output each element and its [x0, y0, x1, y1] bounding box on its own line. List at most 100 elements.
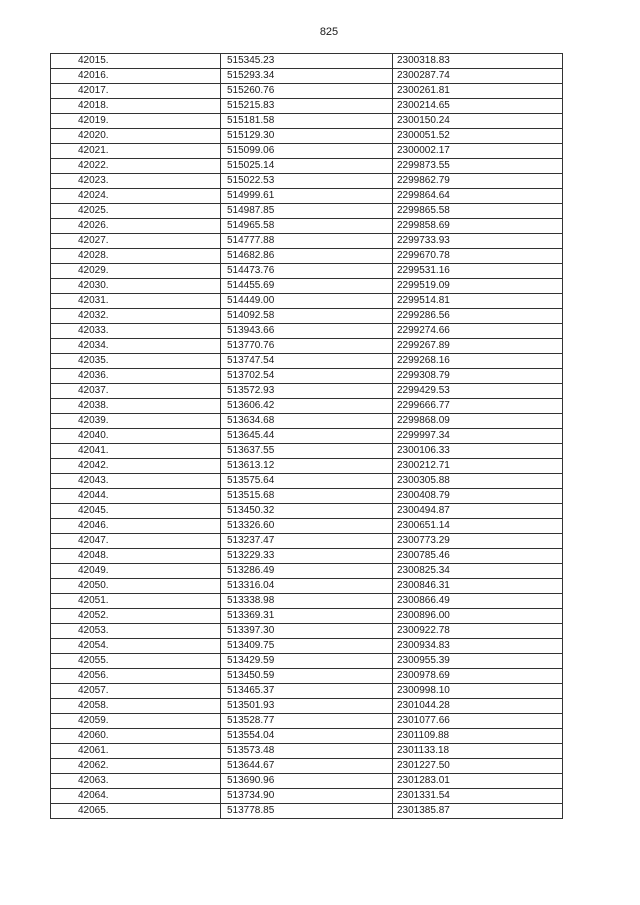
x-coordinate-cell: 513369.31 [220, 608, 393, 624]
x-coordinate-cell: 513645.44 [220, 428, 393, 444]
table-row: 42056. 513450.59 2300978.69 [50, 668, 563, 684]
point-number-cell: 42029. [50, 263, 221, 279]
y-coordinate-cell: 2300106.33 [392, 443, 563, 459]
point-number-cell: 42035. [50, 353, 221, 369]
y-coordinate-cell: 2300494.87 [392, 503, 563, 519]
x-coordinate-cell: 513326.60 [220, 518, 393, 534]
x-coordinate-cell: 513409.75 [220, 638, 393, 654]
x-coordinate-cell: 513575.64 [220, 473, 393, 489]
table-row: 42048. 513229.33 2300785.46 [50, 548, 563, 564]
point-number-cell: 42056. [50, 668, 221, 684]
y-coordinate-cell: 2300002.17 [392, 143, 563, 159]
x-coordinate-cell: 513747.54 [220, 353, 393, 369]
point-number-cell: 42065. [50, 803, 221, 819]
table-row: 42060. 513554.04 2301109.88 [50, 728, 563, 744]
point-number-cell: 42024. [50, 188, 221, 204]
x-coordinate-cell: 513554.04 [220, 728, 393, 744]
x-coordinate-cell: 515215.83 [220, 98, 393, 114]
point-number-cell: 42044. [50, 488, 221, 504]
point-number-cell: 42030. [50, 278, 221, 294]
y-coordinate-cell: 2300305.88 [392, 473, 563, 489]
y-coordinate-cell: 2300261.81 [392, 83, 563, 99]
table-row: 42051. 513338.98 2300866.49 [50, 593, 563, 609]
y-coordinate-cell: 2300866.49 [392, 593, 563, 609]
x-coordinate-cell: 513450.32 [220, 503, 393, 519]
point-number-cell: 42016. [50, 68, 221, 84]
point-number-cell: 42052. [50, 608, 221, 624]
x-coordinate-cell: 513634.68 [220, 413, 393, 429]
y-coordinate-cell: 2299868.09 [392, 413, 563, 429]
point-number-cell: 42032. [50, 308, 221, 324]
table-row: 42021. 515099.06 2300002.17 [50, 143, 563, 159]
table-body: 42015. 515345.23 2300318.83 42016. 515293.34… [50, 53, 563, 819]
y-coordinate-cell: 2299858.69 [392, 218, 563, 234]
point-number-cell: 42023. [50, 173, 221, 189]
point-number-cell: 42054. [50, 638, 221, 654]
x-coordinate-cell: 515260.76 [220, 83, 393, 99]
table-row: 42054. 513409.75 2300934.83 [50, 638, 563, 654]
point-number-cell: 42028. [50, 248, 221, 264]
y-coordinate-cell: 2299873.55 [392, 158, 563, 174]
point-number-cell: 42026. [50, 218, 221, 234]
table-row: 42024. 514999.61 2299864.64 [50, 188, 563, 204]
x-coordinate-cell: 514965.58 [220, 218, 393, 234]
y-coordinate-cell: 2299429.53 [392, 383, 563, 399]
point-number-cell: 42039. [50, 413, 221, 429]
y-coordinate-cell: 2300922.78 [392, 623, 563, 639]
x-coordinate-cell: 513770.76 [220, 338, 393, 354]
y-coordinate-cell: 2299864.64 [392, 188, 563, 204]
x-coordinate-cell: 513286.49 [220, 563, 393, 579]
point-number-cell: 42064. [50, 788, 221, 804]
y-coordinate-cell: 2300846.31 [392, 578, 563, 594]
y-coordinate-cell: 2300785.46 [392, 548, 563, 564]
y-coordinate-cell: 2300998.10 [392, 683, 563, 699]
x-coordinate-cell: 514455.69 [220, 278, 393, 294]
table-row: 42044. 513515.68 2300408.79 [50, 488, 563, 504]
point-number-cell: 42021. [50, 143, 221, 159]
x-coordinate-cell: 515129.30 [220, 128, 393, 144]
table-row: 42023. 515022.53 2299862.79 [50, 173, 563, 189]
y-coordinate-cell: 2299268.16 [392, 353, 563, 369]
y-coordinate-cell: 2301385.87 [392, 803, 563, 819]
point-number-cell: 42020. [50, 128, 221, 144]
table-row: 42016. 515293.34 2300287.74 [50, 68, 563, 84]
table-row: 42050. 513316.04 2300846.31 [50, 578, 563, 594]
table-row: 42042. 513613.12 2300212.71 [50, 458, 563, 474]
y-coordinate-cell: 2301133.18 [392, 743, 563, 759]
point-number-cell: 42036. [50, 368, 221, 384]
table-row: 42052. 513369.31 2300896.00 [50, 608, 563, 624]
table-row: 42053. 513397.30 2300922.78 [50, 623, 563, 639]
point-number-cell: 42015. [50, 53, 221, 69]
table-row: 42015. 515345.23 2300318.83 [50, 53, 563, 69]
point-number-cell: 42034. [50, 338, 221, 354]
point-number-cell: 42027. [50, 233, 221, 249]
table-row: 42035. 513747.54 2299268.16 [50, 353, 563, 369]
table-row: 42026. 514965.58 2299858.69 [50, 218, 563, 234]
point-number-cell: 42022. [50, 158, 221, 174]
x-coordinate-cell: 515025.14 [220, 158, 393, 174]
x-coordinate-cell: 513501.93 [220, 698, 393, 714]
table-row: 42030. 514455.69 2299519.09 [50, 278, 563, 294]
point-number-cell: 42059. [50, 713, 221, 729]
point-number-cell: 42046. [50, 518, 221, 534]
x-coordinate-cell: 513572.93 [220, 383, 393, 399]
y-coordinate-cell: 2299274.66 [392, 323, 563, 339]
x-coordinate-cell: 515293.34 [220, 68, 393, 84]
y-coordinate-cell: 2300825.34 [392, 563, 563, 579]
x-coordinate-cell: 514682.86 [220, 248, 393, 264]
table-row: 42028. 514682.86 2299670.78 [50, 248, 563, 264]
point-number-cell: 42040. [50, 428, 221, 444]
table-row: 42063. 513690.96 2301283.01 [50, 773, 563, 789]
x-coordinate-cell: 513778.85 [220, 803, 393, 819]
table-row: 42025. 514987.85 2299865.58 [50, 203, 563, 219]
table-row: 42038. 513606.42 2299666.77 [50, 398, 563, 414]
x-coordinate-cell: 513606.42 [220, 398, 393, 414]
point-number-cell: 42037. [50, 383, 221, 399]
point-number-cell: 42025. [50, 203, 221, 219]
point-number-cell: 42031. [50, 293, 221, 309]
point-number-cell: 42062. [50, 758, 221, 774]
x-coordinate-cell: 514777.88 [220, 233, 393, 249]
y-coordinate-cell: 2301109.88 [392, 728, 563, 744]
table-row: 42033. 513943.66 2299274.66 [50, 323, 563, 339]
point-number-cell: 42048. [50, 548, 221, 564]
